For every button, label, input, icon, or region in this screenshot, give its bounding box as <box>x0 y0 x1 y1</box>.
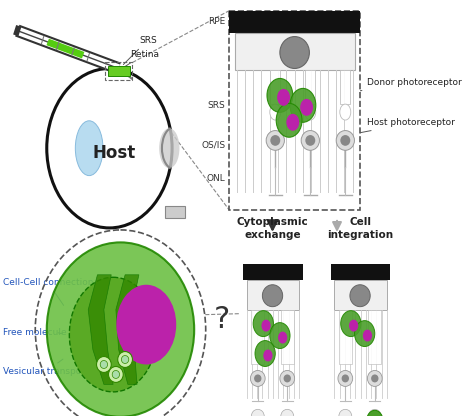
Ellipse shape <box>116 285 176 364</box>
Circle shape <box>97 357 111 372</box>
Circle shape <box>301 131 319 150</box>
Circle shape <box>350 285 370 306</box>
Ellipse shape <box>305 104 316 120</box>
Bar <box>340 70 350 104</box>
Circle shape <box>280 37 310 68</box>
Circle shape <box>100 360 108 369</box>
Ellipse shape <box>47 68 172 228</box>
Text: Vesicular transport: Vesicular transport <box>2 359 88 377</box>
Ellipse shape <box>300 99 313 116</box>
Ellipse shape <box>270 323 290 349</box>
Text: Cell-Cell connection: Cell-Cell connection <box>2 278 93 305</box>
Ellipse shape <box>262 319 271 332</box>
Circle shape <box>281 409 294 417</box>
Bar <box>339 310 352 364</box>
Circle shape <box>336 131 355 150</box>
Bar <box>164 206 185 218</box>
Polygon shape <box>88 275 113 384</box>
Ellipse shape <box>75 121 103 176</box>
Circle shape <box>305 135 315 146</box>
Bar <box>247 280 299 310</box>
Circle shape <box>338 370 353 387</box>
Ellipse shape <box>286 114 299 131</box>
FancyBboxPatch shape <box>229 11 360 210</box>
Bar <box>305 70 315 104</box>
Circle shape <box>367 370 382 387</box>
Ellipse shape <box>355 321 375 347</box>
Bar <box>243 264 303 280</box>
Text: Cell
integration: Cell integration <box>327 218 393 240</box>
Circle shape <box>121 356 129 364</box>
Bar <box>334 280 387 310</box>
Bar <box>281 310 294 364</box>
Ellipse shape <box>349 319 358 332</box>
Text: Free molecule diffusion: Free molecule diffusion <box>2 328 108 337</box>
Text: SRS: SRS <box>208 101 226 110</box>
Ellipse shape <box>290 88 316 122</box>
Ellipse shape <box>341 311 361 337</box>
Circle shape <box>283 374 291 382</box>
Circle shape <box>368 409 381 417</box>
Circle shape <box>263 285 283 306</box>
Text: ?: ? <box>214 305 230 334</box>
Circle shape <box>340 135 350 146</box>
Text: Cytoplasmic
exchange: Cytoplasmic exchange <box>237 218 309 240</box>
Circle shape <box>250 370 265 387</box>
Circle shape <box>339 409 352 417</box>
Circle shape <box>266 131 284 150</box>
Ellipse shape <box>69 277 157 392</box>
Text: RPE: RPE <box>208 17 226 26</box>
Circle shape <box>112 370 119 379</box>
Ellipse shape <box>278 332 287 344</box>
Bar <box>330 264 391 280</box>
Text: OS/IS: OS/IS <box>201 141 226 150</box>
Text: Host: Host <box>92 144 136 162</box>
Ellipse shape <box>253 311 273 337</box>
Text: Retina: Retina <box>118 50 159 71</box>
Ellipse shape <box>263 349 273 362</box>
Ellipse shape <box>270 104 281 120</box>
Circle shape <box>109 367 123 382</box>
Ellipse shape <box>255 341 275 367</box>
Text: Host photoreceptor: Host photoreceptor <box>324 118 456 140</box>
Circle shape <box>280 370 295 387</box>
Circle shape <box>270 135 280 146</box>
Circle shape <box>371 374 378 382</box>
Ellipse shape <box>276 103 302 137</box>
Bar <box>229 11 360 33</box>
Text: Donor photoreceptor: Donor photoreceptor <box>296 78 462 100</box>
Ellipse shape <box>277 89 290 106</box>
Text: SRS: SRS <box>123 35 157 65</box>
Bar <box>108 66 130 76</box>
Circle shape <box>342 374 349 382</box>
Bar <box>251 310 264 364</box>
Circle shape <box>251 409 264 417</box>
Ellipse shape <box>267 78 293 112</box>
Text: ONL: ONL <box>207 173 226 183</box>
Polygon shape <box>116 275 139 384</box>
Ellipse shape <box>47 242 194 417</box>
Bar <box>235 33 355 70</box>
Circle shape <box>254 374 262 382</box>
Ellipse shape <box>363 329 372 342</box>
Bar <box>270 70 280 104</box>
Ellipse shape <box>340 104 351 120</box>
Ellipse shape <box>366 410 383 417</box>
Circle shape <box>118 352 132 367</box>
Ellipse shape <box>159 128 180 168</box>
Bar <box>368 310 381 364</box>
Bar <box>164 206 185 218</box>
